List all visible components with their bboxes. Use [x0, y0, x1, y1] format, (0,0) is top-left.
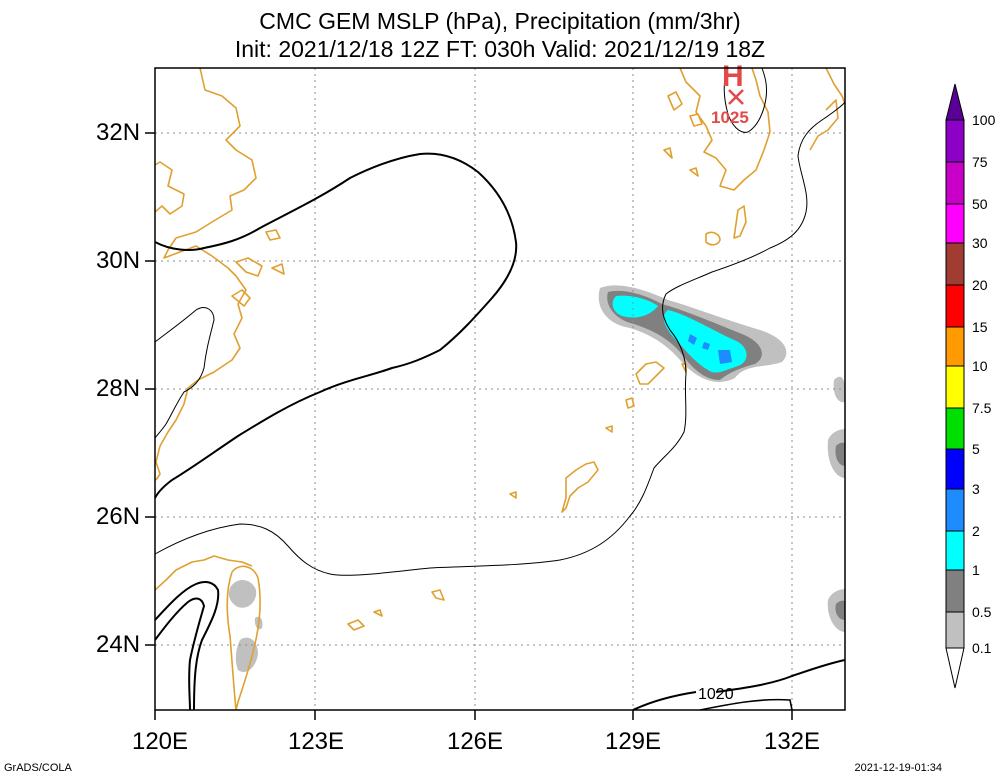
china-coast-north — [154, 161, 185, 215]
lat-lon-grid — [155, 68, 845, 710]
colorbar-label-7.5: 7.5 — [972, 400, 992, 416]
china-coast-south — [154, 555, 253, 591]
lat-label-30n: 30N — [96, 247, 141, 274]
isobar-south-c — [699, 698, 793, 711]
footer-software-credit: GrADS/COLA — [4, 762, 72, 774]
precip-east-c-core — [835, 600, 845, 620]
precip-1-band — [612, 295, 747, 373]
colorbar-label-100: 100 — [972, 112, 996, 128]
yakushima — [705, 231, 721, 246]
isobars — [154, 67, 846, 711]
colorbar-label-15: 15 — [972, 319, 988, 335]
okinawa — [561, 461, 599, 513]
colorbar-label-20: 20 — [972, 277, 988, 293]
lon-label-120e: 120E — [131, 728, 189, 755]
colorbar-label-30: 30 — [972, 235, 988, 251]
colorbar-label-50: 50 — [972, 196, 988, 212]
colorbar-bin-75 — [945, 161, 965, 205]
lat-label-24n: 24N — [96, 631, 141, 658]
axis-ticks — [145, 132, 793, 720]
colorbar-label-0.5: 0.5 — [972, 604, 992, 620]
china-coast — [155, 67, 257, 481]
colorbar-label-5: 5 — [972, 441, 980, 457]
colorbar-bin-100 — [945, 119, 965, 163]
isobar-thin-main — [154, 101, 846, 576]
colorbar-bin-0.5 — [945, 611, 965, 649]
colorbar-bin-30 — [945, 242, 965, 286]
lat-label-26n: 26N — [96, 503, 141, 530]
lon-label-123e: 123E — [287, 728, 345, 755]
colorbar-bin-1 — [945, 569, 965, 613]
tanegashima — [733, 205, 747, 239]
lat-label-28n: 28N — [96, 375, 141, 402]
colorbar-bin-20 — [945, 284, 965, 328]
colorbar-bin-5 — [945, 448, 965, 490]
high-label: H — [722, 60, 744, 93]
tokunoshima — [625, 397, 635, 409]
colorbar-label-75: 75 — [972, 154, 988, 170]
isobar-south-a — [154, 581, 220, 711]
colorbar-label-0.1: 0.1 — [972, 640, 992, 656]
colorbar-bin-10 — [945, 365, 965, 409]
chart-subtitle: Init: 2021/12/18 12Z FT: 030h Valid: 202… — [234, 36, 766, 62]
colorbar-bin-3 — [945, 488, 965, 532]
isobar-1020-thick — [154, 152, 518, 499]
colorbar-bin-7.5 — [945, 407, 965, 450]
isobar-1020-south — [632, 659, 846, 711]
high-pressure-value: 1025 — [711, 108, 749, 127]
kyushu — [679, 67, 771, 191]
colorbar-bottom-arrow — [945, 647, 965, 689]
precip-taiwan-a — [228, 579, 257, 608]
colorbar-top-arrow — [945, 83, 965, 121]
lon-label-126e: 126E — [446, 728, 504, 755]
isobar-thin-west — [154, 307, 215, 439]
china-islands — [231, 229, 285, 307]
colorbar-label-1: 1 — [972, 562, 980, 578]
precip-taiwan-b — [235, 637, 258, 673]
footer-timestamp: 2021-12-19-01:34 — [854, 762, 942, 774]
contour-label: 1020 — [698, 686, 734, 703]
colorbar-bin-2 — [945, 530, 965, 571]
lon-label-129e: 129E — [604, 728, 662, 755]
precip-east-b-core — [835, 442, 845, 466]
isobar-south-b — [154, 597, 206, 711]
shikoku-edge — [809, 67, 846, 151]
isobar-high-center — [723, 67, 767, 133]
chart-title: CMC GEM MSLP (hPa), Precipitation (mm/3h… — [259, 8, 741, 34]
amami — [635, 361, 665, 385]
colorbar-label-3: 3 — [972, 481, 980, 497]
kyushu-west-islands — [663, 91, 703, 177]
colorbar-bin-50 — [945, 203, 965, 244]
colorbar — [945, 83, 965, 689]
taiwan — [226, 565, 261, 711]
colorbar-bin-15 — [945, 326, 965, 367]
colorbar-label-2: 2 — [972, 523, 980, 539]
lat-label-32n: 32N — [96, 119, 141, 146]
lon-label-132e: 132E — [763, 728, 821, 755]
precip-2-spot — [688, 334, 732, 364]
colorbar-label-10: 10 — [972, 358, 988, 374]
high-center-x-icon — [728, 89, 744, 105]
